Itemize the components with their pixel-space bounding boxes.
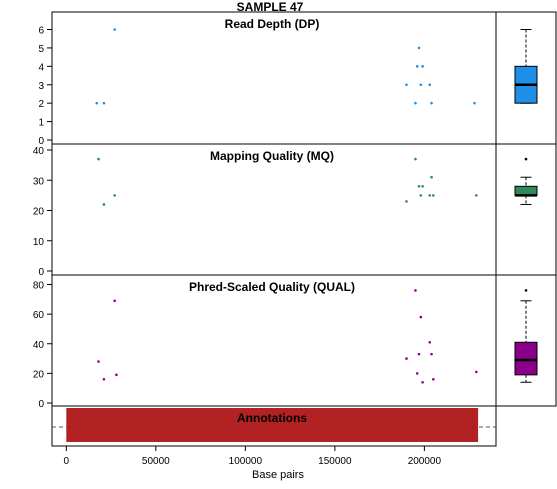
panel-1-data-point (417, 185, 421, 188)
panel-1-data-point (414, 157, 417, 161)
panel-0-data-point (417, 46, 421, 50)
panel-2-data-point (415, 372, 419, 375)
boxplot-1-frame (495, 143, 557, 276)
panel-2-data-point (421, 380, 424, 384)
panel-0-data-point (473, 101, 476, 105)
panel-1-data-point (405, 200, 408, 203)
boxplot-2-outlier (524, 289, 528, 292)
panel-0-data-point (419, 83, 423, 87)
panel-1-data-point (421, 185, 424, 188)
panel-2-y-tick-label: 80 (33, 281, 45, 292)
panel-0-y-tick-label: 2 (38, 99, 44, 110)
panel-0-data-point (414, 101, 417, 105)
panel-2-data-point (405, 357, 408, 360)
panel-1-frame (51, 143, 497, 276)
panel-0-y-tick-label: 1 (38, 118, 44, 129)
panel-0-data-point (405, 83, 408, 87)
x-tick-label: 50000 (142, 456, 170, 467)
panel-2-data-point (97, 360, 100, 363)
panel-2-title: Phred-Scaled Quality (QUAL) (189, 280, 355, 294)
panel-0-data-point (428, 83, 432, 87)
x-tick-label: 150000 (318, 456, 352, 467)
panel-2-y-tick-label: 0 (38, 399, 44, 410)
panel-1-y-tick-label: 10 (33, 237, 45, 248)
annotation-region-bar (66, 408, 479, 442)
x-tick-label: 0 (64, 456, 70, 467)
panel-0-y-tick-label: 5 (38, 44, 44, 55)
panel-2-data-point (115, 373, 118, 377)
boxplot-1-outlier (524, 157, 528, 161)
panel-2-y-tick-label: 60 (33, 310, 45, 321)
panel-2-data-point (428, 340, 432, 344)
boxplot-2-box (514, 341, 538, 376)
panel-2-data-point (432, 378, 435, 381)
panel-1-data-point (102, 203, 106, 206)
panel-1-y-tick-label: 40 (33, 146, 45, 157)
x-axis-label: Base pairs (252, 469, 304, 481)
panel-0-data-point (415, 65, 419, 68)
panel-0-data-point (95, 101, 99, 105)
panel-1-title: Mapping Quality (MQ) (210, 149, 334, 163)
panel-1-y-tick-label: 30 (33, 176, 45, 187)
panel-1-data-point (419, 194, 423, 197)
panel-2-data-point (419, 315, 423, 319)
x-tick-label: 100000 (229, 456, 263, 467)
panel-2-y-tick-label: 20 (33, 369, 45, 380)
panel-1-data-point (113, 194, 116, 197)
panel-0-data-point (421, 65, 424, 68)
panel-0-y-tick-label: 4 (38, 62, 44, 73)
panel-2-data-point (417, 352, 421, 356)
panel-2-data-point (430, 352, 433, 356)
panel-0-y-tick-label: 0 (38, 136, 44, 147)
panel-1-data-point (97, 157, 100, 161)
boxplot-2-frame (495, 274, 557, 407)
panel-1-data-point (432, 194, 435, 197)
panel-0-data-point (113, 28, 116, 31)
panel-2-data-point (475, 370, 478, 374)
panel-0-y-tick-label: 3 (38, 81, 44, 92)
panel-2-data-point (113, 299, 116, 303)
panel-1-y-tick-label: 0 (38, 267, 44, 278)
x-tick-label: 200000 (408, 456, 442, 467)
panel-1-y-tick-label: 20 (33, 207, 45, 218)
panel-0-title: Read Depth (DP) (225, 17, 320, 31)
panel-0-data-point (430, 101, 433, 105)
panel-0-data-point (102, 101, 106, 105)
panel-0-frame (51, 11, 497, 145)
boxplot-1-box (514, 185, 538, 196)
panel-2-data-point (102, 378, 106, 381)
panel-1-data-point (430, 175, 433, 179)
panel-1-data-point (428, 194, 432, 197)
panel-2-data-point (414, 289, 417, 292)
annotation-track-title: Annotations (237, 411, 307, 425)
panel-2-frame (51, 274, 497, 407)
panel-0-y-tick-label: 6 (38, 26, 44, 37)
figure-title: SAMPLE 47 (237, 0, 304, 14)
panel-2-y-tick-label: 40 (33, 340, 45, 351)
panel-1-data-point (475, 194, 478, 197)
annotation-track-frame (51, 405, 497, 447)
